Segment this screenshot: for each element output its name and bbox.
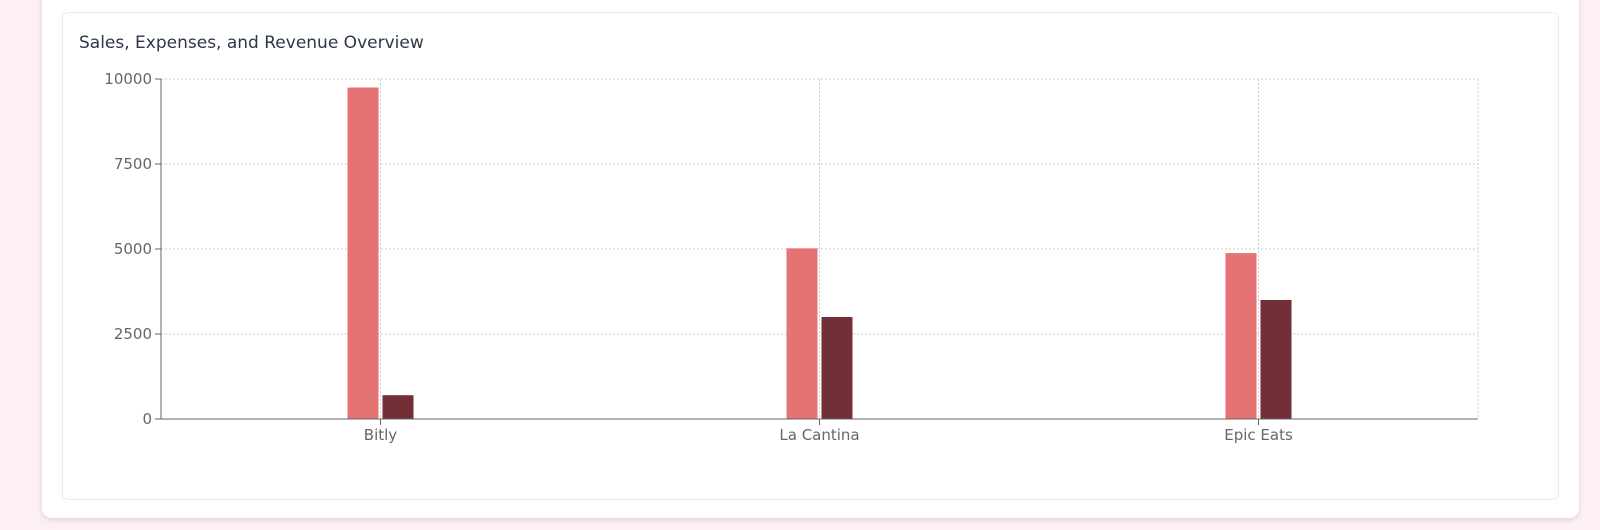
x-tick-label: Epic Eats: [1224, 426, 1293, 444]
chart-card: Sales, Expenses, and Revenue Overview 0 2…: [62, 12, 1559, 500]
chart-title: Sales, Expenses, and Revenue Overview: [79, 33, 424, 53]
tick-labels: 0 2500 5000 7500 10000 Bitly La Cantina Epic Ea…: [104, 70, 1293, 444]
y-tick-label: 5000: [114, 240, 152, 258]
y-tick-label: 2500: [114, 325, 152, 343]
grid-lines: [161, 78, 1479, 419]
bar-chart: 0 2500 5000 7500 10000 Bitly La Cantina Epic Ea…: [104, 70, 1479, 444]
axes: [155, 78, 1478, 425]
bar-bitly-1[interactable]: [382, 395, 414, 419]
bars: [347, 87, 1292, 420]
bar-epic-eats-0[interactable]: [1225, 253, 1257, 419]
y-tick-label: 0: [142, 410, 152, 428]
bar-bitly-0[interactable]: [347, 87, 379, 420]
bar-la-cantina-0[interactable]: [786, 248, 818, 419]
bar-la-cantina-1[interactable]: [821, 317, 853, 419]
bar-epic-eats-1[interactable]: [1260, 300, 1292, 419]
y-tick-label: 10000: [104, 70, 152, 88]
x-tick-label: Bitly: [364, 426, 398, 444]
y-tick-label: 7500: [114, 155, 152, 173]
x-tick-label: La Cantina: [779, 426, 859, 444]
